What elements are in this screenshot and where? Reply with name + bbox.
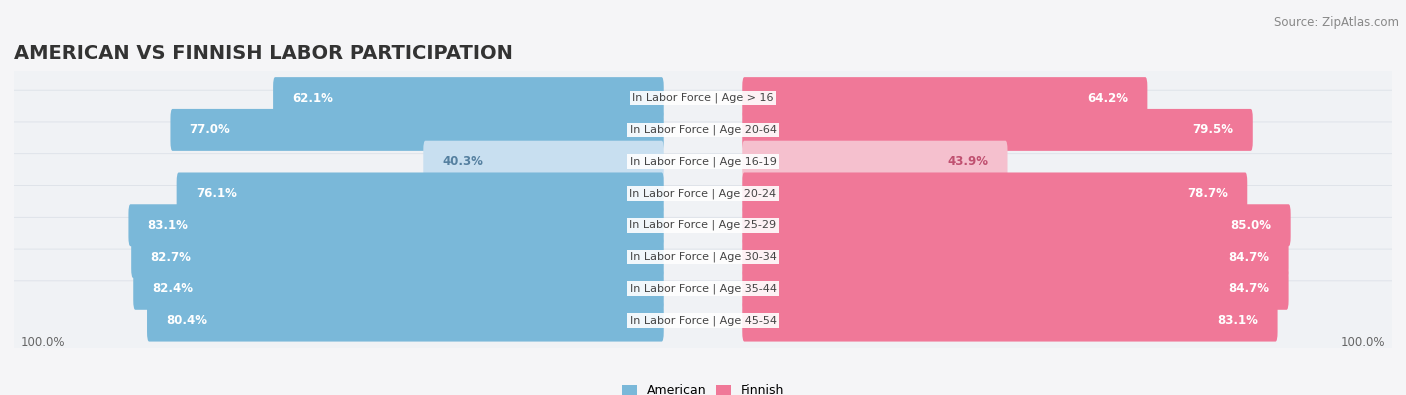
Text: In Labor Force | Age 20-64: In Labor Force | Age 20-64	[630, 125, 776, 135]
FancyBboxPatch shape	[742, 236, 1289, 278]
Text: Source: ZipAtlas.com: Source: ZipAtlas.com	[1274, 16, 1399, 29]
Text: 82.4%: 82.4%	[152, 282, 194, 295]
FancyBboxPatch shape	[128, 204, 664, 246]
FancyBboxPatch shape	[742, 300, 1278, 342]
Text: 64.2%: 64.2%	[1087, 92, 1128, 105]
FancyBboxPatch shape	[8, 217, 1398, 297]
FancyBboxPatch shape	[742, 204, 1291, 246]
FancyBboxPatch shape	[742, 141, 1008, 182]
Text: 79.5%: 79.5%	[1192, 123, 1233, 136]
Text: In Labor Force | Age 45-54: In Labor Force | Age 45-54	[630, 315, 776, 326]
Text: In Labor Force | Age 30-34: In Labor Force | Age 30-34	[630, 252, 776, 262]
Text: In Labor Force | Age 35-44: In Labor Force | Age 35-44	[630, 284, 776, 294]
FancyBboxPatch shape	[273, 77, 664, 119]
FancyBboxPatch shape	[8, 154, 1398, 233]
FancyBboxPatch shape	[8, 186, 1398, 265]
Text: 80.4%: 80.4%	[166, 314, 207, 327]
Legend: American, Finnish: American, Finnish	[616, 379, 790, 395]
FancyBboxPatch shape	[134, 268, 664, 310]
Text: 84.7%: 84.7%	[1229, 282, 1270, 295]
Text: 76.1%: 76.1%	[195, 187, 236, 200]
Text: 83.1%: 83.1%	[148, 219, 188, 232]
Text: 62.1%: 62.1%	[292, 92, 333, 105]
Text: In Labor Force | Age 25-29: In Labor Force | Age 25-29	[630, 220, 776, 231]
Text: 100.0%: 100.0%	[1340, 336, 1385, 349]
FancyBboxPatch shape	[8, 58, 1398, 138]
Text: 84.7%: 84.7%	[1229, 250, 1270, 263]
FancyBboxPatch shape	[423, 141, 664, 182]
FancyBboxPatch shape	[131, 236, 664, 278]
FancyBboxPatch shape	[148, 300, 664, 342]
FancyBboxPatch shape	[8, 122, 1398, 201]
FancyBboxPatch shape	[742, 173, 1247, 214]
FancyBboxPatch shape	[742, 77, 1147, 119]
Text: 77.0%: 77.0%	[190, 123, 231, 136]
Text: In Labor Force | Age > 16: In Labor Force | Age > 16	[633, 93, 773, 103]
Text: In Labor Force | Age 16-19: In Labor Force | Age 16-19	[630, 156, 776, 167]
Text: 83.1%: 83.1%	[1218, 314, 1258, 327]
Text: 100.0%: 100.0%	[21, 336, 66, 349]
Text: In Labor Force | Age 20-24: In Labor Force | Age 20-24	[630, 188, 776, 199]
FancyBboxPatch shape	[8, 249, 1398, 329]
Text: 85.0%: 85.0%	[1230, 219, 1271, 232]
FancyBboxPatch shape	[742, 109, 1253, 151]
Text: 40.3%: 40.3%	[443, 155, 484, 168]
Text: AMERICAN VS FINNISH LABOR PARTICIPATION: AMERICAN VS FINNISH LABOR PARTICIPATION	[14, 44, 513, 63]
Text: 43.9%: 43.9%	[948, 155, 988, 168]
Text: 78.7%: 78.7%	[1187, 187, 1227, 200]
FancyBboxPatch shape	[177, 173, 664, 214]
FancyBboxPatch shape	[170, 109, 664, 151]
FancyBboxPatch shape	[8, 90, 1398, 169]
FancyBboxPatch shape	[8, 281, 1398, 360]
Text: 82.7%: 82.7%	[150, 250, 191, 263]
FancyBboxPatch shape	[742, 268, 1289, 310]
